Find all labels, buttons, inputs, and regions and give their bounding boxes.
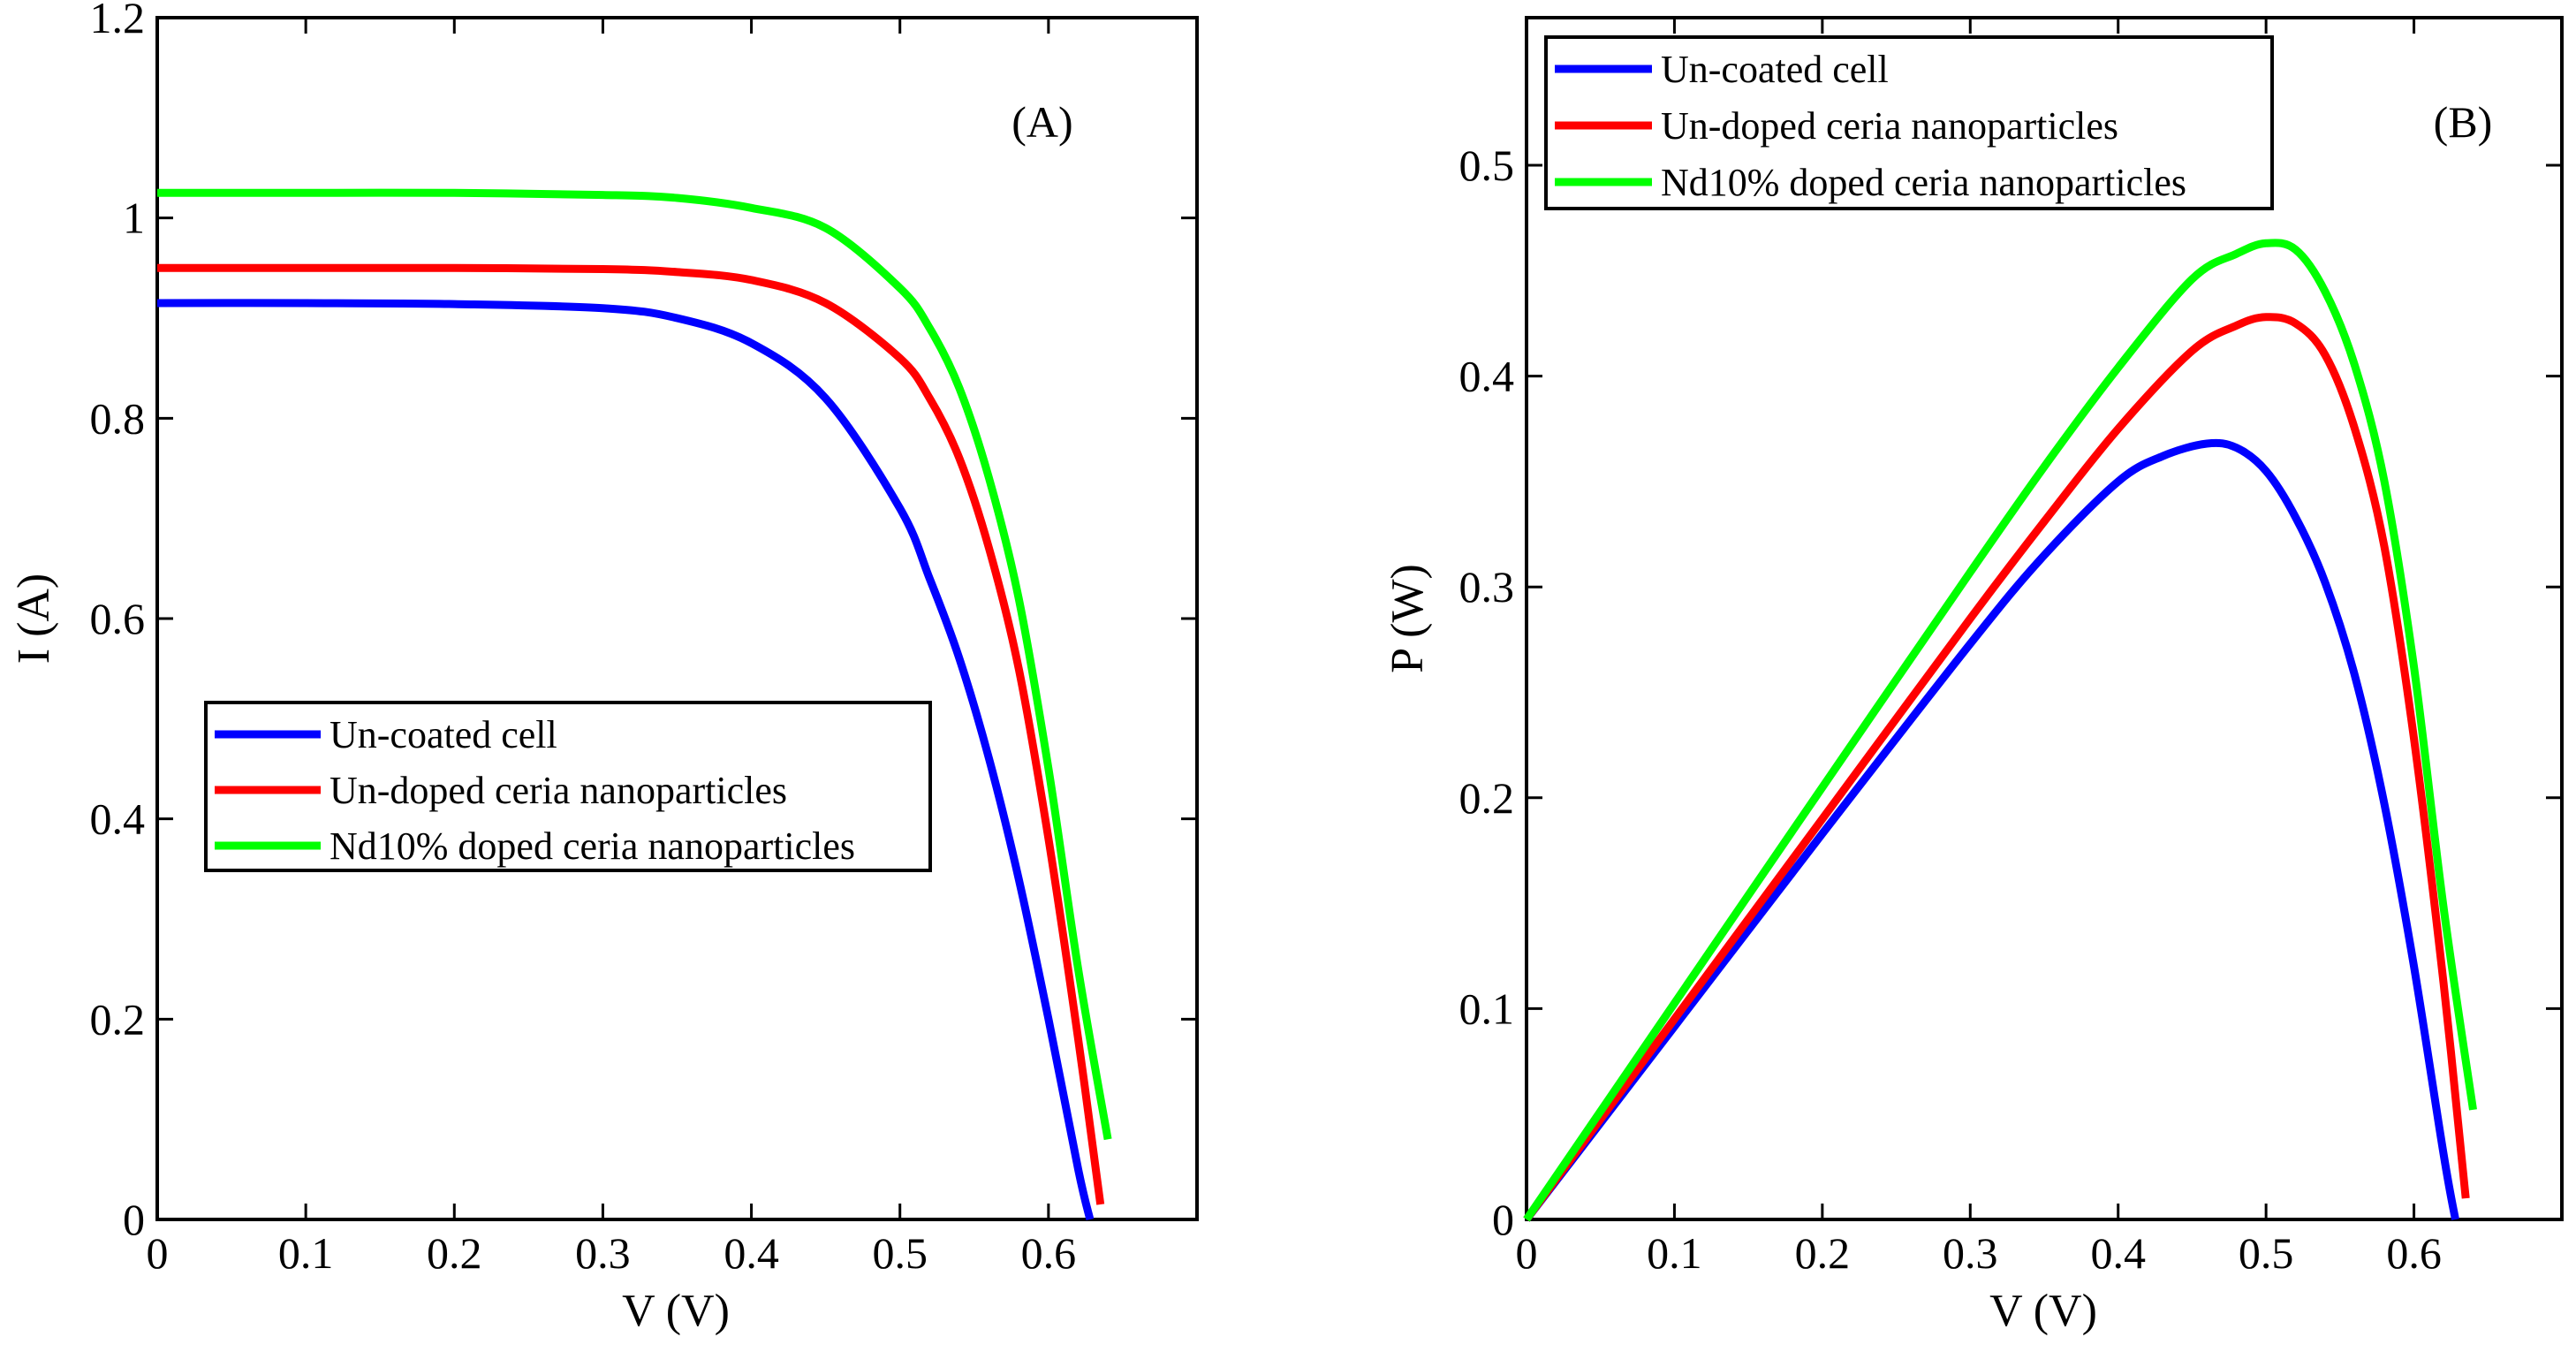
- y-tick-label: 0.2: [90, 994, 146, 1044]
- x-tick-label: 0.2: [427, 1228, 482, 1278]
- panel-label: (B): [2434, 97, 2493, 147]
- legend-label-2: Un-doped ceria nanoparticles: [1661, 104, 2118, 148]
- series-line-1: [156, 299, 1095, 1221]
- legend-label-3: Nd10% doped ceria nanoparticles: [330, 824, 855, 868]
- x-tick-label: 0.6: [1021, 1228, 1077, 1278]
- legend-label-1: Un-coated cell: [1661, 48, 1889, 91]
- y-tick-label: 0.3: [1459, 562, 1515, 611]
- y-axis-label: I (A): [9, 573, 59, 665]
- plot-area-frame: [1525, 16, 2564, 1221]
- y-tick-label: 0.6: [90, 594, 146, 643]
- y-tick-label: 0.2: [1459, 773, 1515, 823]
- x-tick-label: 0.5: [2239, 1228, 2294, 1278]
- x-tick-label: 0: [1516, 1228, 1538, 1278]
- legend-label-1: Un-coated cell: [330, 713, 557, 756]
- series-line-3: [1523, 239, 2477, 1222]
- x-tick-label: 0.6: [2386, 1228, 2442, 1278]
- y-tick-label: 1: [123, 194, 145, 243]
- x-tick-label: 0.5: [872, 1228, 928, 1278]
- x-axis-label: V (V): [622, 1286, 730, 1336]
- panel-a: 0 0.1 0.2 0.3 0.4 0.5 0.6 0 0.2 0.4 0.6 0.8 1 1.2 (A)…: [9, 0, 1199, 1336]
- x-tick-label: 0: [147, 1228, 169, 1278]
- x-tick-label: 0.1: [278, 1228, 334, 1278]
- y-axis-label: P (W): [1383, 564, 1433, 673]
- series-group: [1523, 239, 2477, 1222]
- x-tick-label: 0.3: [1943, 1228, 1998, 1278]
- tick-group: 0 0.1 0.2 0.3 0.4 0.5 0.6 0 0.1 0.2 0.3 0.4 0.5: [1459, 18, 2562, 1278]
- legend-label-3: Nd10% doped ceria nanoparticles: [1661, 161, 2186, 204]
- x-tick-label: 0.2: [1795, 1228, 1851, 1278]
- y-tick-label: 0.8: [90, 393, 146, 443]
- x-tick-label: 0.4: [724, 1228, 779, 1278]
- series-group: [156, 188, 1112, 1221]
- legend-box: [204, 701, 932, 872]
- tick-group: 0 0.1 0.2 0.3 0.4 0.5 0.6 0 0.2 0.4 0.6 0.8 1 1.2: [90, 0, 1197, 1278]
- y-tick-label: 0: [123, 1195, 145, 1244]
- y-tick-label: 0.4: [1459, 352, 1515, 401]
- legend: Un-coated cell Un-doped ceria nanoparticl…: [204, 701, 932, 872]
- legend-label-2: Un-doped ceria nanoparticles: [330, 769, 787, 812]
- y-tick-label: 0.5: [1459, 141, 1515, 190]
- x-tick-label: 0.1: [1647, 1228, 1702, 1278]
- series-line-2: [1523, 313, 2470, 1222]
- x-tick-label: 0.4: [2090, 1228, 2146, 1278]
- y-tick-label: 0.4: [90, 794, 146, 844]
- y-tick-label: 1.2: [90, 0, 146, 42]
- y-tick-label: 0.1: [1459, 984, 1515, 1033]
- legend: Un-coated cell Un-doped ceria nanoparticl…: [1544, 35, 2274, 210]
- x-tick-label: 0.3: [575, 1228, 631, 1278]
- x-axis-label: V (V): [1989, 1286, 2097, 1336]
- series-line-1: [1523, 438, 2459, 1222]
- series-line-2: [156, 263, 1105, 1205]
- y-tick-label: 0: [1492, 1195, 1514, 1244]
- panel-label: (A): [1011, 97, 1072, 147]
- legend-box: [1544, 35, 2274, 210]
- series-line-3: [156, 188, 1112, 1141]
- panel-b: 0 0.1 0.2 0.3 0.4 0.5 0.600.10.20.30.40.5 (B) …: [1383, 16, 2564, 1336]
